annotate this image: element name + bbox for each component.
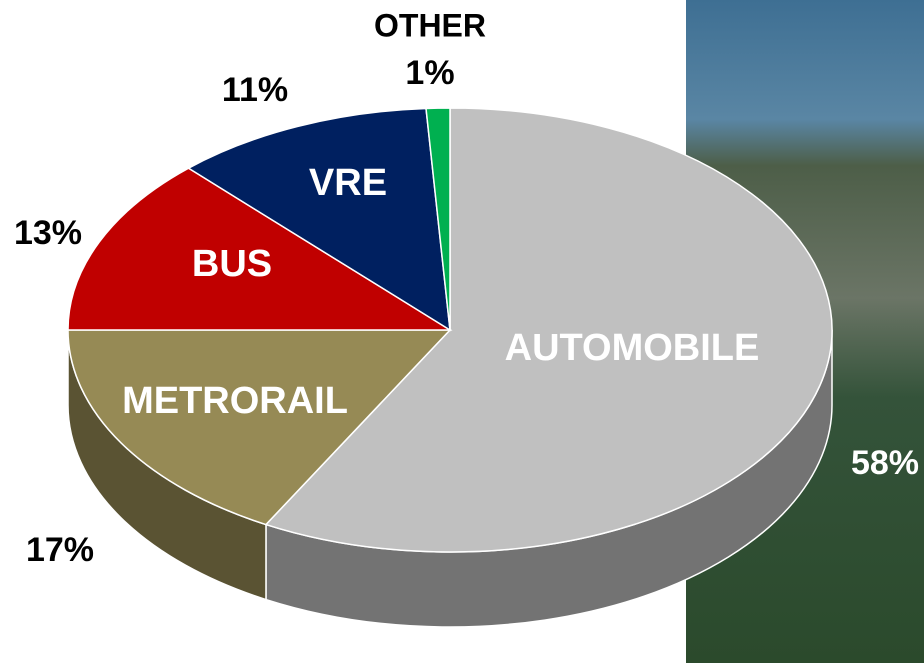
category-label: OTHER bbox=[374, 7, 486, 43]
category-label: METRORAIL bbox=[122, 380, 348, 422]
category-label: AUTOMOBILE bbox=[505, 327, 760, 369]
value-label: 17% bbox=[26, 531, 94, 569]
category-label: BUS bbox=[192, 243, 272, 285]
chart: AUTOMOBILE 58% METRORAIL 17% BUS 13% VRE 11% OTH… bbox=[0, 0, 924, 663]
value-label: 58% bbox=[851, 444, 919, 482]
category-label: VRE bbox=[309, 162, 387, 204]
value-label: 11% bbox=[222, 71, 288, 109]
value-label: 1% bbox=[405, 54, 454, 92]
value-label: 13% bbox=[14, 214, 82, 252]
